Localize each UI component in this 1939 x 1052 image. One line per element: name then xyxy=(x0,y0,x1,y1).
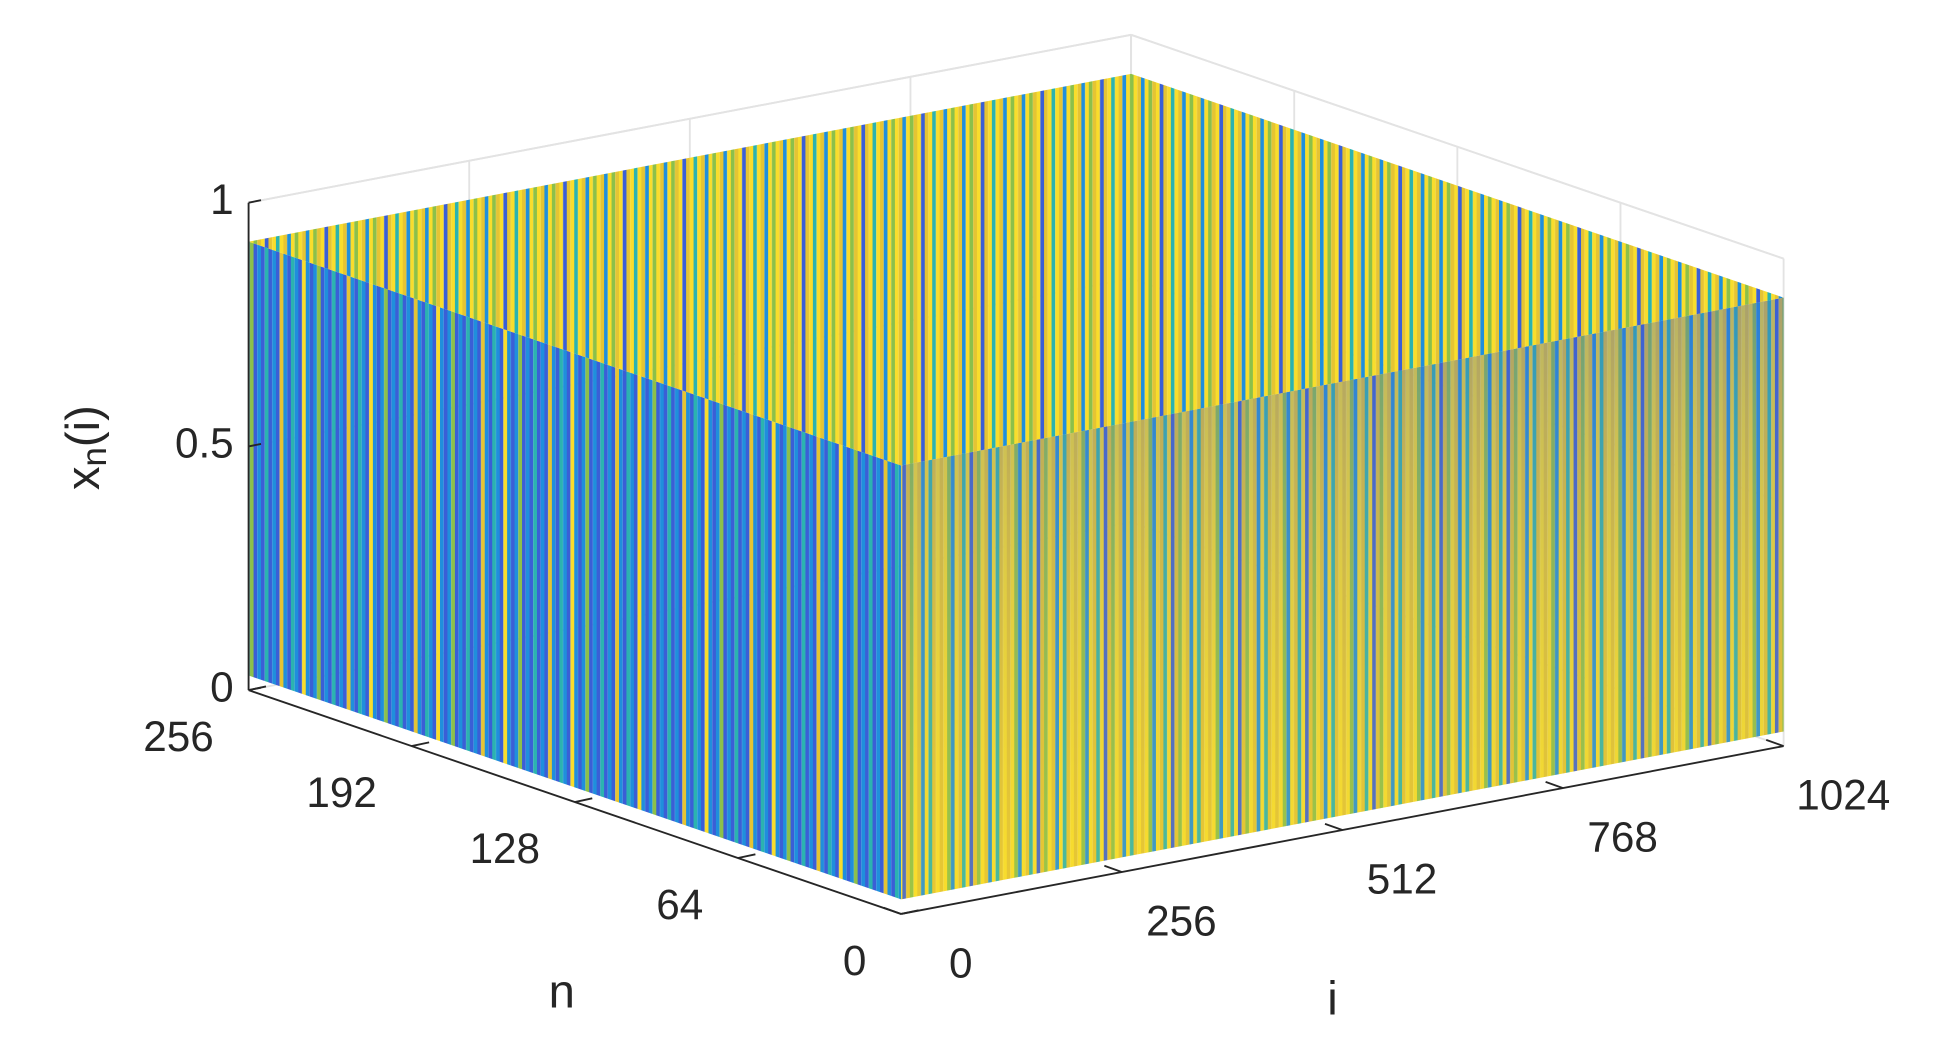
z-label-sub: n xyxy=(75,447,114,466)
z-tick xyxy=(248,443,262,448)
x-tick-label: 256 xyxy=(1146,897,1216,944)
y-tick-label: 64 xyxy=(656,881,703,928)
x-tick xyxy=(1324,822,1343,831)
surface-left-face xyxy=(248,241,902,900)
x-axis-label: i xyxy=(1327,973,1337,1026)
x-tick xyxy=(1765,739,1784,747)
x-tick xyxy=(1545,780,1564,789)
surface-top-face xyxy=(248,73,1784,466)
y-tick-label: 0 xyxy=(843,937,866,984)
z-tick xyxy=(248,199,262,204)
y-tick xyxy=(248,685,267,692)
x-tick-label: 0 xyxy=(949,939,972,986)
surface-layer xyxy=(248,73,1784,900)
x-tick-label: 512 xyxy=(1367,855,1437,902)
y-axis-label: n xyxy=(549,965,575,1018)
y-tick xyxy=(411,741,430,748)
z-tick-label: 0.5 xyxy=(175,420,234,467)
y-tick xyxy=(900,909,919,915)
x-tick-label: 1024 xyxy=(1796,771,1890,818)
y-tick-label: 128 xyxy=(470,825,540,872)
z-tick-label: 0 xyxy=(210,663,233,710)
z-label-rest: (i) xyxy=(57,405,110,447)
y-tick-label: 256 xyxy=(143,713,213,760)
surface-shade xyxy=(901,297,1784,900)
grid-line xyxy=(1130,33,1784,260)
grid-line xyxy=(248,33,1132,204)
x-tick xyxy=(1104,864,1123,873)
x-tick-label: 768 xyxy=(1587,813,1657,860)
y-tick xyxy=(737,853,756,859)
x-tick xyxy=(883,906,902,915)
z-axis-label: xn(i) xyxy=(57,405,114,490)
y-tick-label: 192 xyxy=(306,769,376,816)
y-tick xyxy=(574,797,593,803)
z-label-base: x xyxy=(57,466,110,490)
z-tick-label: 1 xyxy=(210,176,233,223)
